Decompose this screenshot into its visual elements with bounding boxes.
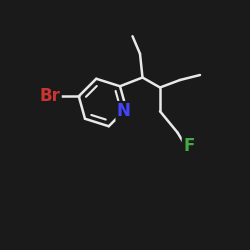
- Text: N: N: [117, 102, 131, 120]
- Text: F: F: [183, 137, 194, 155]
- Text: Br: Br: [40, 87, 60, 105]
